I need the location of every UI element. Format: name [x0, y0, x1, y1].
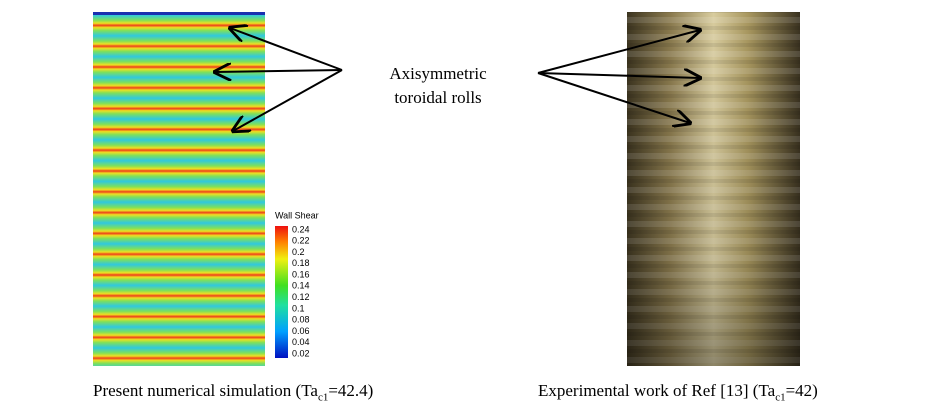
colorbar-label: 0.14: [292, 281, 310, 291]
caption-text: Present numerical simulation (Ta: [93, 381, 318, 400]
colorbar-label: 0.02: [292, 348, 310, 358]
figure-graphics: Wall Shear 0.240.220.20.180.160.140.120.…: [0, 0, 927, 406]
colorbar-label: 0.12: [292, 292, 310, 302]
colorbar-label: 0.06: [292, 326, 310, 336]
colorbar-label: 0.08: [292, 315, 310, 325]
caption: Present numerical simulation (Tac1=42.4): [93, 381, 373, 403]
figure: Wall Shear 0.240.220.20.180.160.140.120.…: [0, 0, 927, 406]
annotation-line: Axisymmetric: [389, 64, 487, 83]
colorbar-label: 0.18: [292, 258, 310, 268]
colorbar: [275, 226, 288, 358]
caption-tail: =42): [786, 381, 818, 400]
colorbar-label: 0.04: [292, 337, 310, 347]
colorbar-label: 0.1: [292, 303, 305, 313]
colorbar-label: 0.22: [292, 236, 310, 246]
caption-sub: c1: [775, 391, 785, 403]
colorbar-label: 0.24: [292, 224, 310, 234]
caption-sub: c1: [318, 391, 328, 403]
cylinder-top: [93, 12, 265, 15]
simulation-cylinder: [93, 12, 265, 366]
caption: Experimental work of Ref [13] (Tac1=42): [538, 381, 818, 403]
colorbar-label: 0.2: [292, 247, 305, 257]
photo-shade: [627, 12, 800, 366]
colorbar-labels: 0.240.220.20.180.160.140.120.10.080.060.…: [292, 224, 310, 358]
colorbar-label: 0.16: [292, 269, 310, 279]
colorbar-title: Wall Shear: [275, 210, 319, 220]
caption-text: Experimental work of Ref [13] (Ta: [538, 381, 775, 400]
annotation-line: toroidal rolls: [394, 88, 481, 107]
caption-tail: =42.4): [328, 381, 373, 400]
